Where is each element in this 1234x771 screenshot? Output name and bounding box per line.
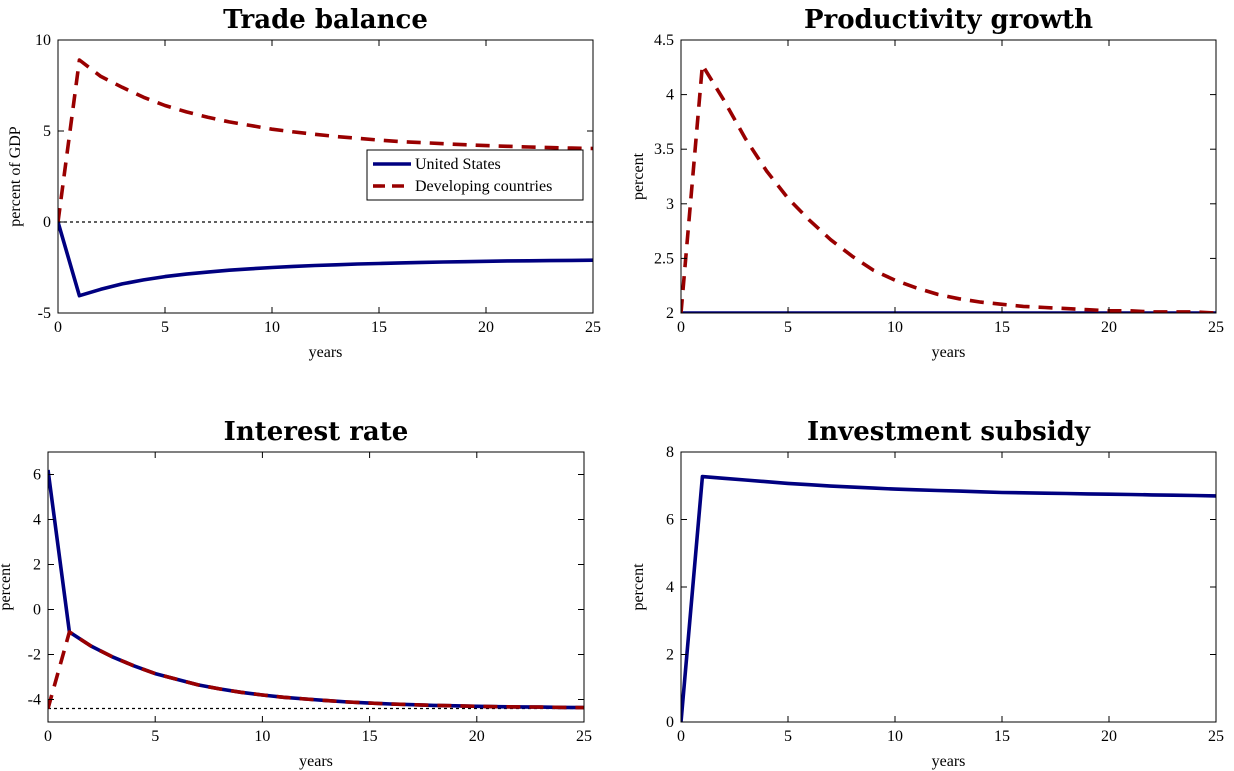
x-tick-label: 20 [1101, 728, 1117, 745]
x-tick-label: 20 [478, 319, 494, 336]
y-tick-label: 3.5 [654, 141, 674, 158]
y-tick-label: 2 [666, 647, 674, 664]
x-tick-label: 10 [264, 319, 280, 336]
y-tick-label: 0 [33, 602, 41, 619]
x-tick-label: 25 [585, 319, 601, 336]
x-tick-label: 10 [887, 728, 903, 745]
chart-panel-3: Investment subsidy 0 5 10 15 20 25 0 2 4 6 8 years pe… [630, 417, 1224, 770]
chart-title: Trade balance [223, 5, 428, 35]
x-tick-label: 25 [1208, 319, 1224, 336]
chart-title: Interest rate [224, 417, 409, 447]
x-tick-label: 15 [994, 728, 1010, 745]
series-line-united-states [58, 221, 593, 298]
y-tick-label: 4 [666, 87, 674, 104]
legend-box [366, 149, 584, 201]
series-line-developing-countries [48, 630, 584, 710]
x-tick-label: 5 [161, 319, 169, 336]
x-tick-label: 15 [371, 319, 387, 336]
y-tick-label: 4 [666, 579, 674, 596]
y-tick-label: 6 [33, 467, 41, 484]
x-tick-label: 0 [677, 728, 685, 745]
x-axis-label: years [299, 753, 333, 770]
legend: United States Developing countries [366, 149, 584, 201]
axes-box [680, 39, 1217, 314]
y-axis-label: percent [630, 152, 647, 200]
x-tick-label: 5 [784, 319, 792, 336]
x-tick-label: 5 [784, 728, 792, 745]
chart-panel-2: Interest rate 0 5 10 15 20 25 -4 -2 0 2 4 6 years perc… [0, 417, 592, 770]
y-tick-label: 2 [666, 305, 674, 322]
y-tick-label: 4 [33, 512, 41, 529]
x-tick-label: 25 [576, 728, 592, 745]
series-line-united-states [681, 474, 1216, 722]
y-tick-label: 5 [43, 123, 51, 140]
x-tick-label: 10 [887, 319, 903, 336]
y-tick-label: -5 [38, 305, 51, 322]
y-tick-label: 0 [43, 214, 51, 231]
y-tick-label: 10 [35, 32, 51, 49]
y-tick-label: -2 [28, 647, 41, 664]
x-tick-label: 0 [677, 319, 685, 336]
series-line-developing-countries [681, 63, 1216, 313]
x-tick-label: 15 [994, 319, 1010, 336]
x-tick-label: 10 [254, 728, 270, 745]
y-tick-label: 0 [666, 714, 674, 731]
legend-label-united-states: United States [415, 156, 501, 173]
x-tick-label: 25 [1208, 728, 1224, 745]
series-line-developing-countries [58, 58, 593, 223]
y-tick-label: 4.5 [654, 32, 674, 49]
x-tick-label: 15 [362, 728, 378, 745]
y-axis-label: percent of GDP [7, 126, 24, 227]
y-tick-label: 3 [666, 196, 674, 213]
axes-box [47, 451, 585, 723]
y-tick-label: -4 [28, 692, 41, 709]
axes-box [57, 39, 594, 314]
x-tick-label: 0 [44, 728, 52, 745]
y-axis-label: percent [0, 563, 14, 611]
chart-title: Investment subsidy [807, 417, 1091, 447]
y-tick-label: 6 [666, 512, 674, 529]
series-line-united-states [48, 469, 584, 710]
y-tick-label: 2 [33, 557, 41, 574]
y-axis-label: percent [630, 563, 647, 611]
legend-label-developing-countries: Developing countries [415, 178, 552, 195]
x-axis-label: years [932, 753, 966, 770]
x-tick-label: 20 [469, 728, 485, 745]
x-axis-label: years [932, 344, 966, 361]
x-tick-label: 20 [1101, 319, 1117, 336]
x-tick-label: 5 [151, 728, 159, 745]
chart-panel-1: Productivity growth 0 5 10 15 20 25 2 2.5 3 3.5 4 4.… [630, 5, 1224, 361]
x-axis-label: years [309, 344, 343, 361]
x-tick-label: 0 [54, 319, 62, 336]
chart-title: Productivity growth [804, 5, 1093, 35]
y-tick-label: 8 [666, 444, 674, 461]
y-tick-label: 2.5 [654, 250, 674, 267]
